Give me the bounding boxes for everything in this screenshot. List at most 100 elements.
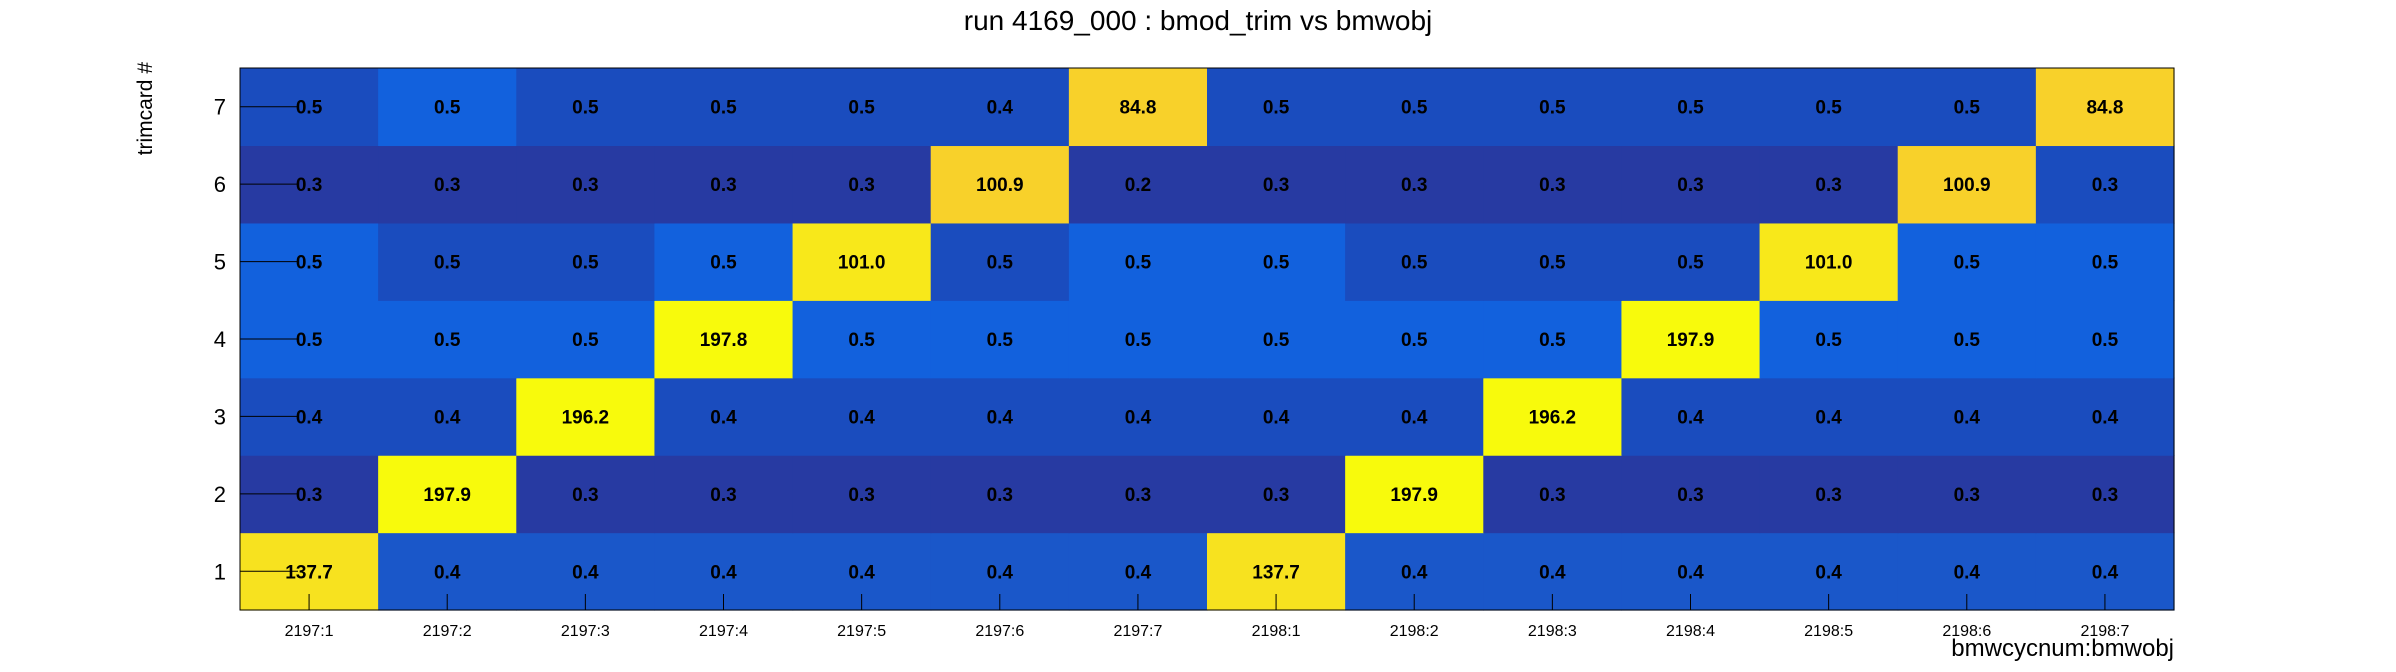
cell-value-label: 0.5 — [1401, 253, 1428, 274]
heatmap-cell — [378, 455, 517, 534]
cell-value-label: 0.5 — [572, 330, 599, 351]
cell-value-label: 101.0 — [1805, 253, 1853, 274]
y-tick-label: 3 — [214, 404, 226, 429]
cell-value-label: 0.5 — [296, 253, 323, 274]
cell-value-label: 0.4 — [1677, 407, 1704, 428]
cell-value-label: 0.3 — [1125, 485, 1151, 506]
heatmap-cell — [792, 377, 932, 456]
y-axis: 1 2 3 4 5 6 7 — [214, 95, 298, 584]
cell-value-label: 0.5 — [1815, 330, 1842, 351]
heatmap-cell — [516, 377, 656, 456]
heatmap-cell — [1483, 377, 1623, 456]
cell-value-label: 197.8 — [700, 330, 748, 351]
cell-value-label: 0.3 — [848, 175, 874, 196]
cell-value-label: 0.5 — [1401, 98, 1428, 119]
x-tick-label: 2198:6 — [1942, 623, 1991, 640]
cell-value-label: 0.4 — [1954, 407, 1981, 428]
heatmap-cell — [1759, 145, 1899, 224]
cell-value-label: 0.5 — [2092, 330, 2119, 351]
heatmap-cell — [1207, 300, 1346, 379]
cell-value-label: 0.4 — [848, 407, 875, 428]
cell-value-label: 0.3 — [2092, 175, 2118, 196]
heatmap-cell — [1483, 300, 1623, 379]
cell-value-label: 0.3 — [1539, 175, 1565, 196]
heatmap-cell — [1207, 68, 1346, 147]
heatmap-cell — [792, 300, 932, 379]
cell-value-label: 0.5 — [1125, 253, 1152, 274]
heatmap-cell — [1759, 300, 1899, 379]
heatmap-cell — [1483, 222, 1623, 301]
heatmap-cell — [378, 300, 517, 379]
x-tick-label: 2198:4 — [1666, 623, 1715, 640]
cell-value-label: 197.9 — [1390, 485, 1438, 506]
heatmap-cell — [516, 68, 656, 147]
heatmap-cell — [378, 68, 517, 147]
cell-value-label: 196.2 — [562, 407, 610, 428]
heatmap-cell — [378, 377, 517, 456]
cell-value-label: 0.4 — [296, 407, 323, 428]
heatmap-cell — [2035, 145, 2175, 224]
x-tick-label: 2197:7 — [1113, 623, 1162, 640]
cell-value-label: 0.4 — [1815, 562, 1842, 583]
cell-value-label: 0.3 — [1263, 485, 1289, 506]
heatmap-cell — [1068, 455, 1208, 534]
cell-value-label: 0.5 — [1954, 253, 1981, 274]
heatmap-cell — [792, 145, 932, 224]
heatmap-cell — [930, 377, 1070, 456]
cell-value-label: 0.3 — [848, 485, 874, 506]
x-tick-label: 2198:5 — [1804, 623, 1853, 640]
cell-value-label: 0.5 — [848, 98, 875, 119]
heatmap-cell — [2035, 68, 2175, 147]
cell-value-label: 0.3 — [1677, 175, 1703, 196]
cell-value-label: 0.3 — [1677, 485, 1703, 506]
cell-value-label: 84.8 — [1119, 98, 1156, 119]
cell-value-label: 0.5 — [1125, 330, 1152, 351]
cell-value-label: 0.4 — [1263, 407, 1290, 428]
cell-value-label: 0.3 — [434, 175, 460, 196]
heatmap-cell — [1345, 377, 1484, 456]
cell-value-label: 0.4 — [1677, 562, 1704, 583]
cell-value-label: 0.5 — [1263, 253, 1290, 274]
heatmap-cell — [1068, 68, 1208, 147]
cell-value-label: 0.4 — [1954, 562, 1981, 583]
cell-value-label: 197.9 — [423, 485, 471, 506]
cell-value-label: 0.5 — [296, 98, 323, 119]
heatmap-cell — [654, 455, 794, 534]
heatmap-cell — [1759, 455, 1899, 534]
cell-value-label: 0.5 — [2092, 253, 2119, 274]
heatmap-cell — [378, 222, 517, 301]
heatmap-cell — [654, 68, 794, 147]
heatmap-cell — [1621, 377, 1761, 456]
heatmap-cell — [516, 455, 656, 534]
cell-value-label: 0.4 — [2092, 407, 2119, 428]
cell-value-label: 0.2 — [1125, 175, 1151, 196]
y-tick-label: 5 — [214, 250, 226, 275]
heatmap-cell-labels: 137.7 0.4 0.4 0.4 0.4 0.4 0.4 137.7 0.4 0.4 0.4 0.4… — [285, 98, 2123, 584]
heatmap-cell — [930, 300, 1070, 379]
heatmap-cells — [240, 68, 2175, 611]
cell-value-label: 0.4 — [848, 562, 875, 583]
cell-value-label: 0.3 — [987, 485, 1013, 506]
cell-value-label: 0.3 — [572, 485, 598, 506]
heatmap-cell — [1483, 145, 1623, 224]
heatmap-cell — [1483, 455, 1623, 534]
x-tick-label: 2198:2 — [1390, 623, 1439, 640]
heatmap-cell — [1759, 68, 1899, 147]
cell-value-label: 0.5 — [1815, 98, 1842, 119]
heatmap-cell — [1345, 68, 1484, 147]
cell-value-label: 0.3 — [296, 485, 322, 506]
cell-value-label: 0.5 — [1401, 330, 1428, 351]
y-tick-label: 1 — [214, 559, 226, 584]
heatmap-cell — [1068, 377, 1208, 456]
heatmap-cell — [1345, 145, 1484, 224]
heatmap-cell — [1345, 300, 1484, 379]
cell-value-label: 0.5 — [434, 330, 461, 351]
heatmap-cell — [1621, 300, 1761, 379]
x-axis: 2197:1 2197:2 2197:3 2197:4 2197:5 2197:6 2197… — [285, 594, 2130, 640]
cell-value-label: 137.7 — [285, 562, 333, 583]
cell-value-label: 0.5 — [572, 98, 599, 119]
x-axis-label: bmwcycnum:bmwobj — [1951, 635, 2174, 662]
cell-value-label: 0.5 — [1954, 330, 1981, 351]
cell-value-label: 0.5 — [710, 98, 737, 119]
heatmap-cell — [1068, 222, 1208, 301]
